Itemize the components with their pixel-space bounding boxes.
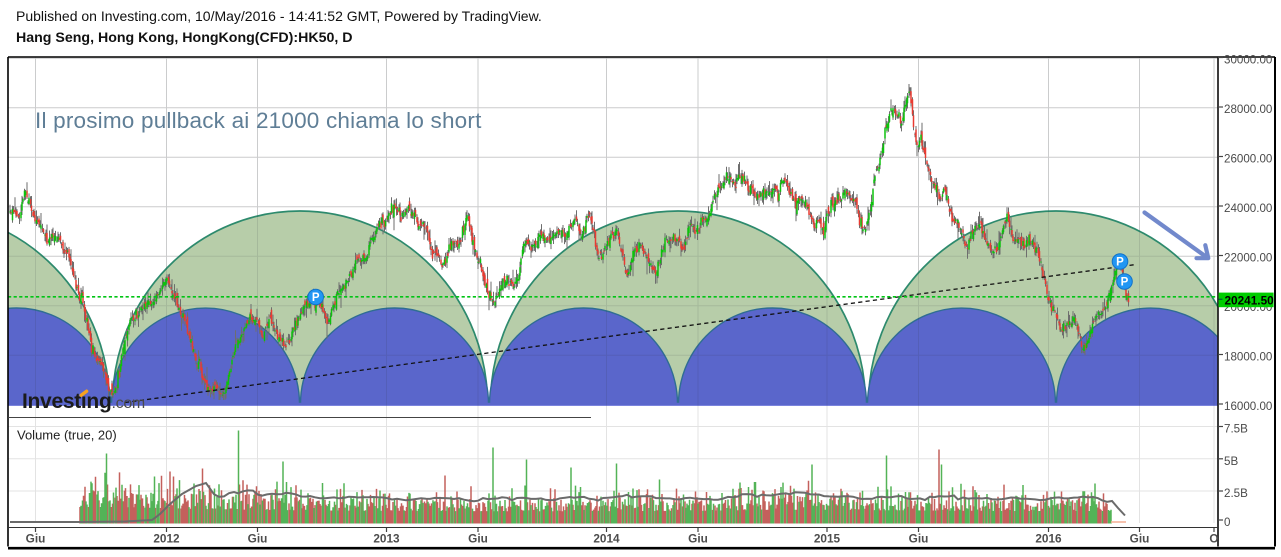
svg-text:Hang Seng, Hong Kong, HongKong: Hang Seng, Hong Kong, HongKong(CFD):HK50…	[16, 30, 353, 46]
svg-text:Investing.com: Investing.com	[22, 390, 145, 413]
svg-text:0: 0	[1224, 516, 1230, 529]
svg-text:Il prosimo pullback ai 21000 c: Il prosimo pullback ai 21000 chiama lo s…	[35, 108, 482, 133]
svg-text:Giu: Giu	[248, 531, 268, 545]
svg-text:Published on Investing.com, 10: Published on Investing.com, 10/May/2016 …	[16, 8, 542, 24]
svg-text:20241.50: 20241.50	[1225, 294, 1275, 308]
svg-text:22000.00: 22000.00	[1224, 252, 1272, 265]
svg-text:Giu: Giu	[688, 531, 708, 545]
svg-text:Volume (true, 20): Volume (true, 20)	[17, 428, 117, 443]
svg-text:5B: 5B	[1224, 455, 1238, 468]
svg-text:2.5B: 2.5B	[1224, 487, 1248, 500]
svg-text:2013: 2013	[373, 531, 400, 545]
svg-text:2016: 2016	[1035, 531, 1062, 545]
svg-text:Giu: Giu	[909, 531, 929, 545]
svg-text:P: P	[1121, 277, 1129, 289]
svg-text:7.5B: 7.5B	[1224, 423, 1248, 436]
svg-text:30000.00: 30000.00	[1224, 54, 1272, 67]
svg-text:16000.00: 16000.00	[1224, 400, 1272, 413]
svg-text:2012: 2012	[153, 531, 180, 545]
svg-text:18000.00: 18000.00	[1224, 351, 1272, 364]
svg-text:Giu: Giu	[1130, 531, 1150, 545]
svg-text:2014: 2014	[593, 531, 620, 545]
svg-text:O: O	[1209, 531, 1218, 545]
svg-text:28000.00: 28000.00	[1224, 103, 1272, 116]
svg-text:P: P	[312, 292, 320, 304]
svg-text:Giu: Giu	[26, 531, 46, 545]
svg-text:26000.00: 26000.00	[1224, 153, 1272, 166]
svg-text:2015: 2015	[814, 531, 841, 545]
svg-text:P: P	[1116, 257, 1124, 269]
svg-text:Giu: Giu	[468, 531, 488, 545]
svg-text:24000.00: 24000.00	[1224, 202, 1272, 215]
